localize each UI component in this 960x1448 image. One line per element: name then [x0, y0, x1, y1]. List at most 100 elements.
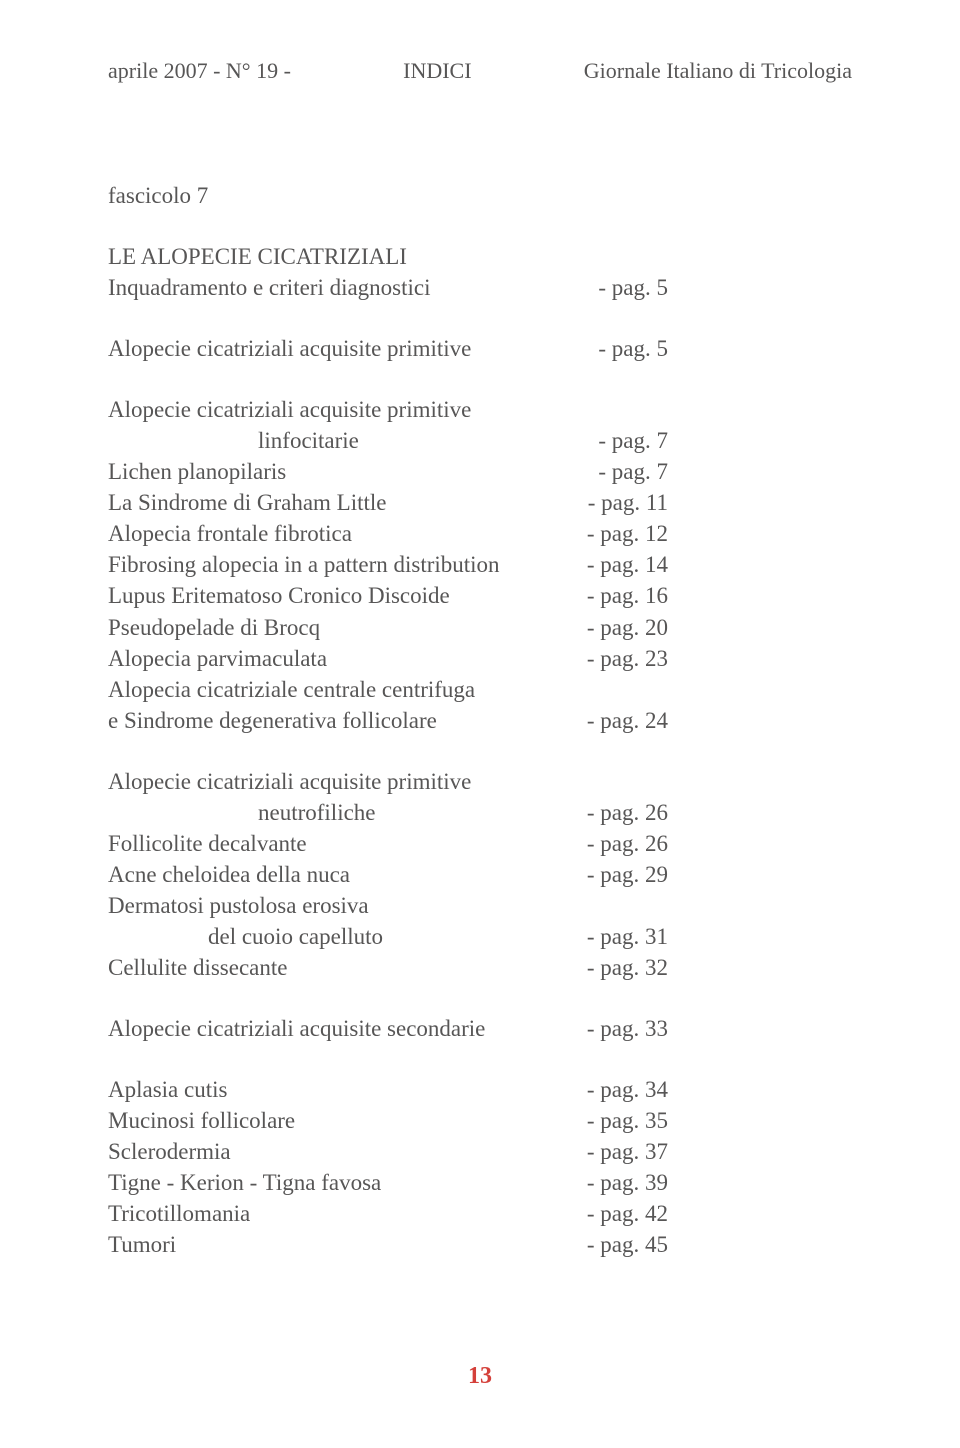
index-row-inner: Lupus Eritematoso Cronico Discoide- pag.…	[108, 580, 668, 611]
index-entry-label: Tigne - Kerion - Tigna favosa	[108, 1167, 587, 1198]
section-block-6: Aplasia cutis- pag. 34Mucinosi follicola…	[108, 1074, 852, 1260]
index-entry-page: - pag. 45	[587, 1229, 668, 1260]
index-entry-label: Cellulite dissecante	[108, 952, 587, 983]
header-center: INDICI	[403, 58, 471, 84]
index-row-inner: Follicolite decalvante- pag. 26	[108, 828, 668, 859]
index-row: Mucinosi follicolare- pag. 35	[108, 1105, 852, 1136]
index-row-inner: Tigne - Kerion - Tigna favosa- pag. 39	[108, 1167, 668, 1198]
index-row-inner: Alopecia parvimaculata- pag. 23	[108, 643, 668, 674]
section-block-1: LE ALOPECIE CICATRIZIALI Inquadramento e…	[108, 241, 852, 303]
index-row: Alopecia frontale fibrotica- pag. 12	[108, 518, 852, 549]
index-row-inner: neutrofiliche- pag. 26	[108, 797, 668, 828]
index-entry-page: - pag. 35	[587, 1105, 668, 1136]
index-entry-page: - pag. 24	[587, 705, 668, 736]
index-entry-page: - pag. 33	[587, 1013, 668, 1044]
index-row: Lichen planopilaris- pag. 7	[108, 456, 852, 487]
index-row-inner: Alopecie cicatriziali acquisite primitiv…	[108, 766, 668, 797]
index-row-inner: Alopecie cicatriziali acquisite primitiv…	[108, 333, 668, 364]
index-entry-page: - pag. 16	[587, 580, 668, 611]
index-row: neutrofiliche- pag. 26	[108, 797, 852, 828]
index-row-inner: Aplasia cutis- pag. 34	[108, 1074, 668, 1105]
index-row: Pseudopelade di Brocq- pag. 20	[108, 612, 852, 643]
index-row: Lupus Eritematoso Cronico Discoide- pag.…	[108, 580, 852, 611]
index-entry-page: - pag. 37	[587, 1136, 668, 1167]
index-entry-page: - pag. 5	[598, 272, 668, 303]
index-entry-page: - pag. 11	[588, 487, 668, 518]
index-row-inner: Dermatosi pustolosa erosiva	[108, 890, 668, 921]
index-row-inner: Tumori- pag. 45	[108, 1229, 668, 1260]
page-number: 13	[0, 1363, 960, 1390]
index-entry-page: - pag. 12	[587, 518, 668, 549]
index-entry-label: Acne cheloidea della nuca	[108, 859, 587, 890]
index-entry-label: Dermatosi pustolosa erosiva	[108, 890, 668, 921]
index-entry-label: Alopecia cicatriziale centrale centrifug…	[108, 674, 668, 705]
index-entry-label: Alopecie cicatriziali acquisite primitiv…	[108, 333, 598, 364]
index-row: e Sindrome degenerativa follicolare- pag…	[108, 705, 852, 736]
index-entry-label: Inquadramento e criteri diagnostici	[108, 272, 598, 303]
section-block-3: Alopecie cicatriziali acquisite primitiv…	[108, 394, 852, 736]
index-entry-label: neutrofiliche	[108, 797, 587, 828]
index-entry-label: Alopecia frontale fibrotica	[108, 518, 587, 549]
index-entry-page: - pag. 7	[598, 456, 668, 487]
index-entry-label: La Sindrome di Graham Little	[108, 487, 588, 518]
index-row: Tigne - Kerion - Tigna favosa- pag. 39	[108, 1167, 852, 1198]
index-row: Aplasia cutis- pag. 34	[108, 1074, 852, 1105]
header-left: aprile 2007 - N° 19 -	[108, 58, 291, 84]
index-row: Alopecia parvimaculata- pag. 23	[108, 643, 852, 674]
index-entry-label: linfocitarie	[108, 425, 598, 456]
index-entry-label: Pseudopelade di Brocq	[108, 612, 587, 643]
index-row: La Sindrome di Graham Little- pag. 11	[108, 487, 852, 518]
index-entry-label: Follicolite decalvante	[108, 828, 587, 859]
index-entry-label: Alopecie cicatriziali acquisite primitiv…	[108, 394, 668, 425]
index-row-inner: Lichen planopilaris- pag. 7	[108, 456, 668, 487]
index-row: Cellulite dissecante- pag. 32	[108, 952, 852, 983]
index-row-inner: Acne cheloidea della nuca- pag. 29	[108, 859, 668, 890]
index-entry-label: Alopecie cicatriziali acquisite primitiv…	[108, 766, 668, 797]
index-row: Acne cheloidea della nuca- pag. 29	[108, 859, 852, 890]
index-row-inner: linfocitarie- pag. 7	[108, 425, 668, 456]
index-entry-page: - pag. 26	[587, 828, 668, 859]
index-entry-label: Lichen planopilaris	[108, 456, 598, 487]
index-row-inner: Cellulite dissecante- pag. 32	[108, 952, 668, 983]
section-block-5: Alopecie cicatriziali acquisite secondar…	[108, 1013, 852, 1044]
index-row-inner: Tricotillomania- pag. 42	[108, 1198, 668, 1229]
index-row: Alopecia cicatriziale centrale centrifug…	[108, 674, 852, 705]
index-row-inner: e Sindrome degenerativa follicolare- pag…	[108, 705, 668, 736]
index-entry-label: Sclerodermia	[108, 1136, 587, 1167]
index-entry-page: - pag. 32	[587, 952, 668, 983]
index-row: del cuoio capelluto- pag. 31	[108, 921, 852, 952]
header-right: Giornale Italiano di Tricologia	[584, 58, 852, 84]
index-row: Inquadramento e criteri diagnostici- pag…	[108, 272, 852, 303]
index-row: linfocitarie- pag. 7	[108, 425, 852, 456]
index-entry-label: Aplasia cutis	[108, 1074, 587, 1105]
index-entry-page: - pag. 23	[587, 643, 668, 674]
index-row: Tricotillomania- pag. 42	[108, 1198, 852, 1229]
index-entry-label: Alopecia parvimaculata	[108, 643, 587, 674]
index-entry-label: Alopecie cicatriziali acquisite secondar…	[108, 1013, 587, 1044]
index-entry-page: - pag. 5	[598, 333, 668, 364]
index-entry-page: - pag. 29	[587, 859, 668, 890]
fascicolo-label: fascicolo 7	[108, 180, 852, 211]
index-entry-page: - pag. 26	[587, 797, 668, 828]
page-header: aprile 2007 - N° 19 - INDICI Giornale It…	[108, 58, 852, 84]
index-entry-label: e Sindrome degenerativa follicolare	[108, 705, 587, 736]
index-row: Follicolite decalvante- pag. 26	[108, 828, 852, 859]
index-entry-page: - pag. 7	[598, 425, 668, 456]
index-row-inner: del cuoio capelluto- pag. 31	[108, 921, 668, 952]
index-entry-page: - pag. 31	[587, 921, 668, 952]
index-row: Dermatosi pustolosa erosiva	[108, 890, 852, 921]
index-entry-page: - pag. 42	[587, 1198, 668, 1229]
index-entry-label: Tumori	[108, 1229, 587, 1260]
section-block-2: Alopecie cicatriziali acquisite primitiv…	[108, 333, 852, 364]
index-entry-label: Fibrosing alopecia in a pattern distribu…	[108, 549, 587, 580]
content: fascicolo 7 LE ALOPECIE CICATRIZIALI Inq…	[108, 180, 852, 1260]
index-entry-label: Mucinosi follicolare	[108, 1105, 587, 1136]
index-entry-page: - pag. 34	[587, 1074, 668, 1105]
index-row: Alopecie cicatriziali acquisite primitiv…	[108, 766, 852, 797]
index-row-inner: Alopecie cicatriziali acquisite secondar…	[108, 1013, 668, 1044]
index-row: Tumori- pag. 45	[108, 1229, 852, 1260]
index-entry-page: - pag. 39	[587, 1167, 668, 1198]
index-row-inner: Alopecia cicatriziale centrale centrifug…	[108, 674, 668, 705]
index-row-inner: Inquadramento e criteri diagnostici- pag…	[108, 272, 668, 303]
index-row-inner: Pseudopelade di Brocq- pag. 20	[108, 612, 668, 643]
